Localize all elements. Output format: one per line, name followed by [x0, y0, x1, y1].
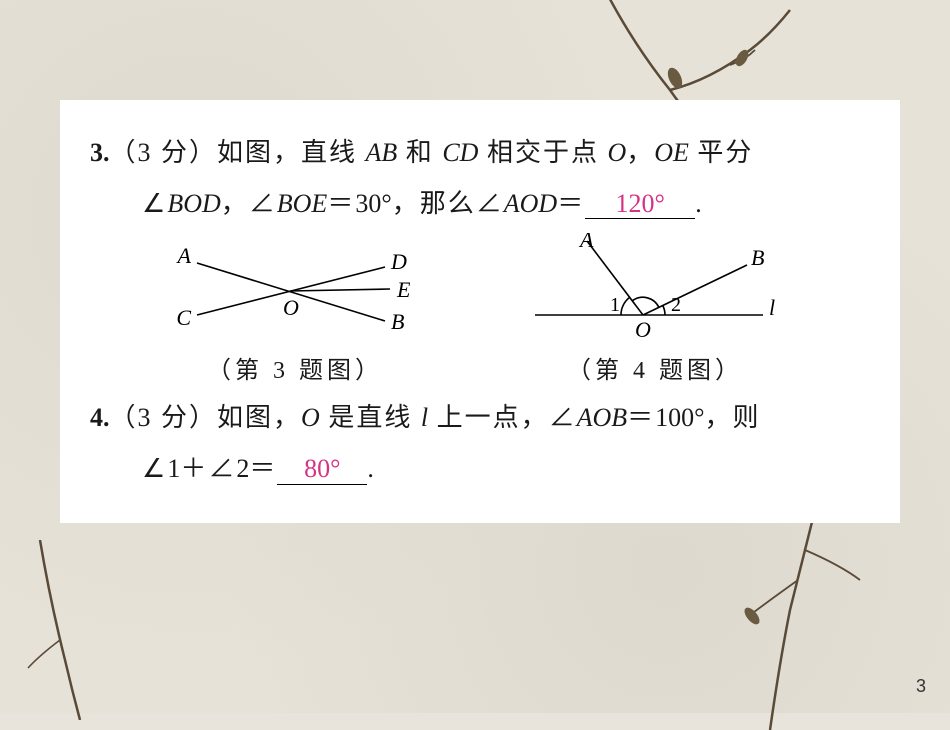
problem-3-blank: 120° [585, 190, 695, 220]
p3-text: 和 [397, 138, 442, 167]
problem-3-answer: 120° [616, 189, 665, 218]
problem-4-points: （3 分） [110, 403, 218, 432]
p3-BOE: BOE [277, 189, 328, 218]
p4-100: 100° [655, 403, 704, 432]
problem-3-line2: ∠BOD，∠BOE＝30°，那么∠AOD＝120°. [90, 179, 870, 230]
problem-4: 4.（3 分）如图，O 是直线 l 上一点，∠AOB＝100°，则 ∠1＋∠2＝… [90, 393, 870, 494]
p4-1: 1 [167, 454, 180, 483]
p4-angle: ∠ [142, 454, 167, 483]
p3-BOD: BOD [167, 189, 220, 218]
p3-OE: OE [654, 138, 689, 167]
p4-text: 如图， [217, 403, 301, 432]
problem-4-answer: 80° [304, 454, 340, 483]
p3-text: ＝ [557, 189, 585, 218]
figures-row: A B C D E O （第 3 题图） [90, 233, 870, 385]
p3-CD: CD [442, 138, 478, 167]
p3-O: O [607, 138, 626, 167]
p3-30: 30° [355, 189, 391, 218]
content-panel: 3.（3 分）如图，直线 AB 和 CD 相交于点 O，OE 平分 ∠BOD，∠… [60, 100, 900, 523]
p4-text: ＝ [627, 403, 655, 432]
figure-3-caption: （第 3 题图） [175, 350, 415, 385]
fig3-label-A: A [176, 243, 192, 268]
p3-text: 相交于点 [478, 138, 607, 167]
figure-3-diagram: A B C D E O [175, 233, 415, 343]
p4-AOB: AOB [577, 403, 628, 432]
figure-4-caption: （第 4 题图） [525, 350, 785, 385]
p4-O: O [301, 403, 320, 432]
p3-text: 如图，直线 [217, 138, 366, 167]
p4-text: 上一点，∠ [428, 403, 577, 432]
figure-4-diagram: A B l O 1 2 [525, 233, 785, 343]
fig4-label-B: B [751, 245, 764, 270]
problem-4-number: 4. [90, 403, 110, 432]
fig3-label-B: B [391, 309, 404, 334]
p4-text: ＋∠ [180, 454, 236, 483]
p4-text: ＝ [249, 454, 277, 483]
p3-AOD: AOD [504, 189, 557, 218]
p4-text: ，则 [705, 403, 761, 432]
fig3-label-D: D [390, 249, 407, 274]
fig4-label-A: A [578, 233, 594, 252]
problem-3-number: 3. [90, 138, 110, 167]
problem-3: 3.（3 分）如图，直线 AB 和 CD 相交于点 O，OE 平分 ∠BOD，∠… [90, 128, 870, 229]
branch-decoration-left [10, 540, 130, 720]
p3-text: 平分 [689, 138, 754, 167]
problem-3-points: （3 分） [110, 138, 218, 167]
fig4-label-O: O [635, 317, 651, 342]
fig3-label-C: C [176, 305, 191, 330]
page-number: 3 [916, 676, 926, 697]
p3-text: ， [626, 138, 654, 167]
p3-text: ，那么∠ [392, 189, 504, 218]
problem-4-blank: 80° [277, 455, 367, 485]
p3-text: ，∠ [221, 189, 277, 218]
fig4-label-l: l [769, 295, 775, 320]
figure-4-wrap: A B l O 1 2 （第 4 题图） [525, 233, 785, 385]
problem-4-line2: ∠1＋∠2＝ 80°. [90, 444, 870, 495]
p3-AB: AB [366, 138, 398, 167]
fig3-label-E: E [396, 277, 411, 302]
figure-3-wrap: A B C D E O （第 3 题图） [175, 233, 415, 385]
fig4-label-1: 1 [610, 294, 620, 316]
p3-text: ＝ [327, 189, 355, 218]
p4-text: . [367, 454, 376, 483]
fig4-label-2: 2 [671, 294, 681, 316]
fig3-label-O: O [283, 295, 299, 320]
p4-l: l [421, 403, 428, 432]
p4-text: 是直线 [320, 403, 421, 432]
p4-2: 2 [236, 454, 249, 483]
p3-angle: ∠ [142, 189, 167, 218]
p3-text: . [695, 189, 704, 218]
